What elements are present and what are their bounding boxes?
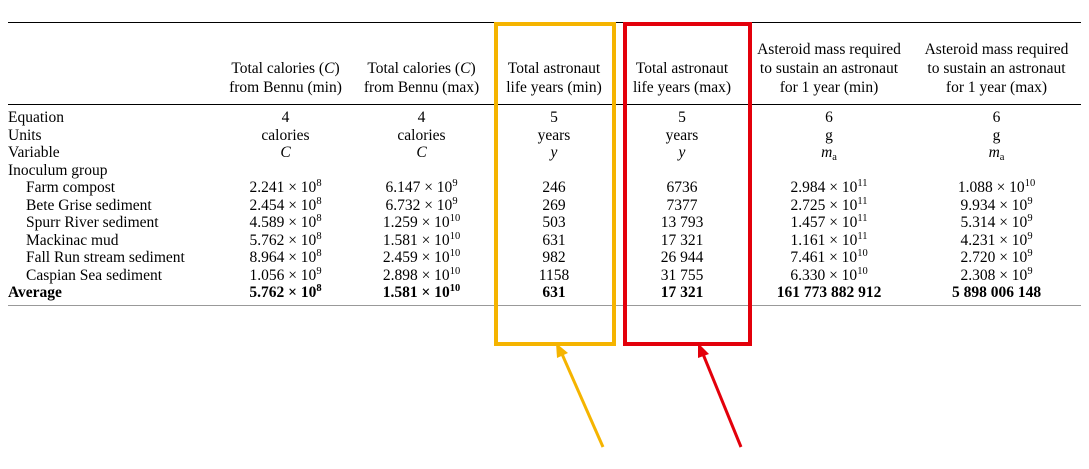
- cell-data-row-1-5: 2.725 × 1011: [790, 195, 868, 214]
- data-row-0: Farm compost 2.241 × 108 6.147 × 109 246 673…: [8, 178, 1081, 197]
- cell-data-row-0-5: 2.984 × 1011: [790, 178, 868, 196]
- cell-equation-row-1: 4: [281, 109, 290, 126]
- data-row-4: Fall Run stream sediment 8.964 × 108 2.459…: [8, 248, 1081, 267]
- cell-variable-row-0: Variable: [8, 144, 60, 161]
- cell-data-row-0-6: 1.088 × 1010: [957, 178, 1036, 196]
- cell-data-row-1-1: 2.454 × 108: [249, 195, 322, 214]
- cell-average-row-5: 161 773 882 912: [746, 284, 912, 306]
- cell-data-row-2-4: 13 793: [660, 214, 704, 231]
- cell-average-row-3: 631: [490, 284, 618, 306]
- header-blank: [8, 22, 218, 105]
- data-row-5: Caspian Sea sediment 1.056 × 109 2.898 × 1…: [8, 265, 1081, 285]
- cell-data-row-5-0: Caspian Sea sediment: [26, 266, 163, 284]
- equation-row: Equation 4 4 5 5 6 6: [8, 105, 1081, 127]
- cell-data-row-2-2: 1.259 × 1010: [382, 213, 461, 231]
- cell-data-row-1-3: 269: [542, 196, 566, 214]
- yellow-arrow-shaft: [560, 353, 605, 448]
- header-years-max: Total astronaut life years (max): [618, 22, 746, 105]
- red-arrow-shaft: [701, 353, 743, 448]
- cell-equation-row-4: 5: [678, 109, 686, 126]
- cell-data-row-5-3: 1158: [538, 266, 570, 284]
- cell-units-row-4: years: [665, 126, 699, 144]
- cell-data-row-5-2: 2.898 × 1010: [382, 265, 461, 284]
- cell-equation-row-3: 5: [550, 109, 558, 126]
- results-table: Total calories (C) from Bennu (min) Total…: [8, 22, 1081, 306]
- cell-data-row-3-4: 17 321: [660, 231, 704, 249]
- cell-variable-row-3: y: [550, 144, 558, 161]
- cell-equation-row-0: Equation: [8, 109, 64, 126]
- cell-data-row-3-3: 631: [542, 231, 566, 249]
- data-row-2: Spurr River sediment 4.589 × 108 1.259 × 1…: [8, 213, 1081, 232]
- table-body: Equation 4 4 5 5 6 6 Units calories calories years…: [8, 105, 1081, 306]
- cell-data-row-3-2: 1.581 × 1010: [382, 230, 461, 249]
- cell-data-row-1-2: 6.732 × 109: [385, 195, 458, 214]
- header-calories-min: Total calories (C) from Bennu (min): [218, 22, 353, 105]
- header-calories-max: Total calories (C) from Bennu (max): [353, 22, 490, 105]
- cell-data-row-5-1: 1.056 × 109: [249, 265, 322, 284]
- cell-data-row-3-5: 1.161 × 1011: [790, 230, 868, 249]
- cell-data-row-0-4: 6736: [666, 179, 698, 196]
- cell-average-row-1: 5.762 × 108: [218, 283, 353, 306]
- cell-units-row-5: g: [825, 126, 833, 144]
- header-mass-max: Asteroid mass required to sustain an astr…: [912, 22, 1081, 105]
- average-row: Average 5.762 × 108 1.581 × 1010 631 17 321 1…: [8, 283, 1081, 306]
- cell-data-row-0-0: Farm compost: [26, 179, 116, 196]
- cell-data-row-2-5: 1.457 × 1011: [790, 213, 868, 231]
- cell-data-row-2-6: 5.314 × 109: [960, 213, 1033, 231]
- table-header: Total calories (C) from Bennu (min) Total…: [8, 22, 1081, 105]
- cell-data-row-5-6: 2.308 × 109: [960, 265, 1033, 284]
- cell-variable-row-6: ma: [988, 144, 1005, 163]
- table-container: Total calories (C) from Bennu (min) Total…: [8, 22, 1083, 306]
- red-arrow-head: [698, 343, 709, 358]
- cell-variable-row-1: C: [280, 144, 291, 161]
- data-row-1: Bete Grise sediment 2.454 × 108 6.732 × 10…: [8, 195, 1081, 215]
- cell-data-row-2-0: Spurr River sediment: [26, 214, 159, 231]
- cell-average-row-6: 5 898 006 148: [912, 284, 1081, 306]
- cell-units-row-3: years: [537, 126, 571, 144]
- header-row: Total calories (C) from Bennu (min) Total…: [8, 22, 1081, 105]
- cell-data-row-4-4: 26 944: [660, 249, 704, 266]
- cell-data-row-4-6: 2.720 × 109: [960, 248, 1033, 266]
- cell-data-row-5-4: 31 755: [660, 266, 704, 284]
- cell-average-row-2: 1.581 × 1010: [353, 283, 490, 306]
- cell-data-row-4-2: 2.459 × 1010: [382, 248, 461, 266]
- cell-data-row-4-0: Fall Run stream sediment: [26, 249, 185, 266]
- cell-data-row-3-6: 4.231 × 109: [960, 230, 1033, 249]
- cell-group-row-0: Inoculum group: [8, 161, 108, 179]
- cell-units-row-6: g: [992, 126, 1001, 144]
- header-mass-min: Asteroid mass required to sustain an astr…: [746, 22, 912, 105]
- yellow-arrow-head: [556, 343, 568, 358]
- cell-equation-row-5: 6: [825, 109, 833, 126]
- cell-equation-row-6: 6: [992, 109, 1001, 126]
- group-row: Inoculum group: [8, 162, 1081, 180]
- cell-data-row-2-3: 503: [542, 214, 566, 231]
- data-row-3: Mackinac mud 5.762 × 108 1.581 × 1010 631 17…: [8, 230, 1081, 250]
- cell-data-row-0-3: 246: [542, 179, 566, 196]
- cell-data-row-1-0: Bete Grise sediment: [26, 196, 152, 214]
- cell-data-row-3-1: 5.762 × 108: [249, 230, 322, 249]
- cell-variable-row-5: ma: [821, 144, 837, 163]
- cell-average-row-0: Average: [8, 284, 218, 306]
- cell-units-row-2: calories: [397, 126, 446, 144]
- cell-data-row-1-4: 7377: [666, 196, 698, 214]
- cell-data-row-4-5: 7.461 × 1010: [790, 248, 868, 266]
- cell-equation-row-2: 4: [417, 109, 426, 126]
- cell-units-row-0: Units: [8, 126, 42, 144]
- cell-data-row-1-6: 9.934 × 109: [960, 195, 1033, 214]
- cell-data-row-4-3: 982: [542, 249, 566, 266]
- cell-data-row-5-5: 6.330 × 1010: [790, 265, 868, 284]
- cell-data-row-4-1: 8.964 × 108: [249, 248, 322, 266]
- cell-data-row-3-0: Mackinac mud: [26, 231, 119, 249]
- cell-data-row-0-2: 6.147 × 109: [385, 178, 458, 196]
- cell-variable-row-4: y: [678, 144, 686, 161]
- cell-variable-row-2: C: [416, 144, 427, 161]
- cell-data-row-0-1: 2.241 × 108: [249, 178, 322, 196]
- cell-average-row-4: 17 321: [618, 284, 746, 306]
- header-years-min: Total astronaut life years (min): [490, 22, 618, 105]
- units-row: Units calories calories years years g g: [8, 127, 1081, 145]
- cell-units-row-1: calories: [261, 126, 310, 144]
- cell-data-row-2-1: 4.589 × 108: [249, 213, 322, 231]
